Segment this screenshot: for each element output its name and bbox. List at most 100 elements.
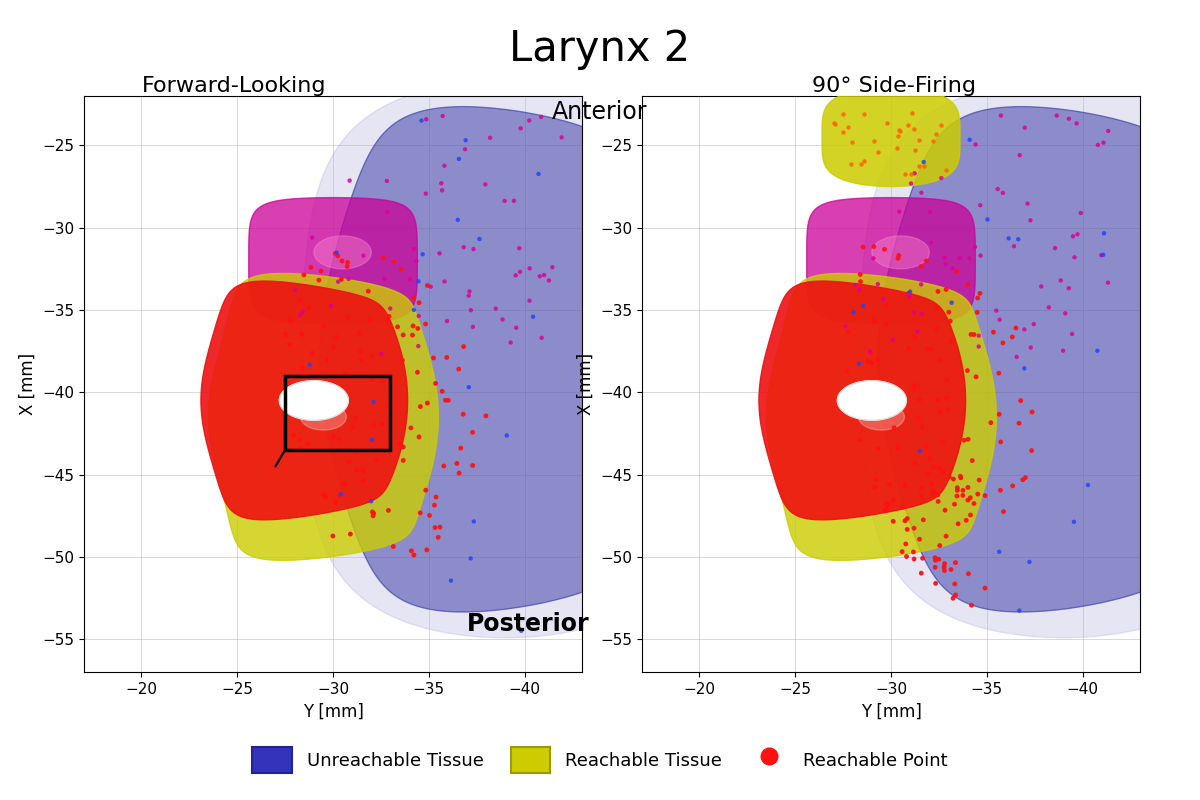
Point bbox=[960, 134, 979, 146]
Point bbox=[1009, 604, 1028, 617]
Point bbox=[439, 394, 458, 406]
Point bbox=[959, 481, 978, 494]
Point bbox=[946, 589, 965, 602]
Point bbox=[913, 552, 932, 565]
Point bbox=[947, 490, 966, 502]
Point bbox=[971, 199, 990, 212]
Point bbox=[888, 441, 907, 454]
Point bbox=[463, 426, 482, 438]
Point bbox=[1012, 394, 1031, 407]
Point bbox=[834, 126, 853, 138]
Point bbox=[460, 285, 479, 298]
Point bbox=[373, 374, 392, 387]
Point bbox=[493, 313, 512, 326]
Point bbox=[959, 494, 978, 506]
Point bbox=[476, 410, 496, 422]
Point bbox=[329, 275, 348, 288]
Point bbox=[511, 625, 530, 638]
Point bbox=[325, 247, 344, 260]
Point bbox=[966, 370, 985, 383]
Point bbox=[1018, 197, 1037, 210]
Point bbox=[930, 354, 949, 367]
Point bbox=[889, 249, 908, 262]
Point bbox=[922, 236, 941, 249]
Point bbox=[317, 354, 336, 366]
Point bbox=[364, 510, 383, 522]
Point bbox=[935, 558, 954, 570]
Point bbox=[990, 546, 1009, 558]
Point bbox=[929, 462, 948, 474]
Point bbox=[343, 421, 362, 434]
Point bbox=[1064, 515, 1084, 528]
Point bbox=[434, 159, 454, 172]
Point bbox=[367, 454, 386, 466]
Point bbox=[432, 177, 451, 190]
Polygon shape bbox=[209, 274, 438, 560]
Point bbox=[929, 495, 948, 508]
Point bbox=[1021, 214, 1040, 226]
Point bbox=[936, 530, 955, 542]
Point bbox=[991, 484, 1010, 497]
Point bbox=[360, 314, 379, 327]
Point bbox=[362, 350, 382, 362]
Point bbox=[904, 546, 923, 558]
Point bbox=[1062, 327, 1081, 340]
Point bbox=[991, 435, 1010, 448]
Point bbox=[276, 328, 295, 341]
Point bbox=[944, 498, 964, 510]
Point bbox=[336, 367, 355, 380]
Point bbox=[929, 285, 948, 298]
Point bbox=[956, 514, 976, 526]
Point bbox=[928, 302, 947, 314]
Point bbox=[1094, 136, 1114, 149]
Point bbox=[838, 120, 857, 133]
Point bbox=[410, 400, 430, 413]
Point bbox=[377, 174, 396, 187]
Text: Larynx 2: Larynx 2 bbox=[510, 28, 690, 70]
Point bbox=[905, 457, 924, 470]
Point bbox=[428, 531, 448, 544]
Point bbox=[454, 241, 473, 254]
Point bbox=[347, 464, 366, 477]
Point bbox=[888, 252, 907, 265]
Point bbox=[869, 442, 888, 455]
Point bbox=[878, 501, 898, 514]
Point bbox=[384, 540, 403, 553]
Point bbox=[960, 252, 979, 265]
Point bbox=[403, 329, 422, 342]
Point bbox=[908, 326, 928, 338]
Point bbox=[431, 521, 450, 534]
Point bbox=[914, 155, 934, 168]
Point bbox=[922, 477, 941, 490]
Point bbox=[437, 351, 456, 364]
Point bbox=[890, 124, 910, 137]
Point bbox=[388, 321, 407, 334]
Point bbox=[912, 482, 931, 494]
Point bbox=[1024, 318, 1043, 330]
Point bbox=[506, 322, 526, 334]
Point bbox=[426, 490, 445, 503]
Point bbox=[328, 330, 347, 343]
Point bbox=[1022, 406, 1042, 418]
Point bbox=[976, 490, 995, 502]
Point bbox=[868, 354, 887, 366]
Point bbox=[523, 310, 542, 323]
Point bbox=[905, 122, 924, 135]
Point bbox=[433, 110, 452, 122]
Point bbox=[851, 268, 870, 281]
Point bbox=[941, 314, 960, 327]
Point bbox=[460, 381, 479, 394]
Point bbox=[426, 377, 445, 390]
Point bbox=[905, 553, 924, 566]
Point bbox=[362, 434, 382, 446]
Point bbox=[359, 285, 378, 298]
Point bbox=[416, 484, 436, 497]
Point bbox=[913, 514, 932, 526]
Point bbox=[350, 327, 370, 340]
Point bbox=[434, 275, 454, 288]
Point bbox=[948, 482, 967, 494]
Point bbox=[934, 435, 953, 448]
Point bbox=[1022, 444, 1042, 457]
Point bbox=[914, 160, 934, 173]
Polygon shape bbox=[314, 236, 371, 269]
